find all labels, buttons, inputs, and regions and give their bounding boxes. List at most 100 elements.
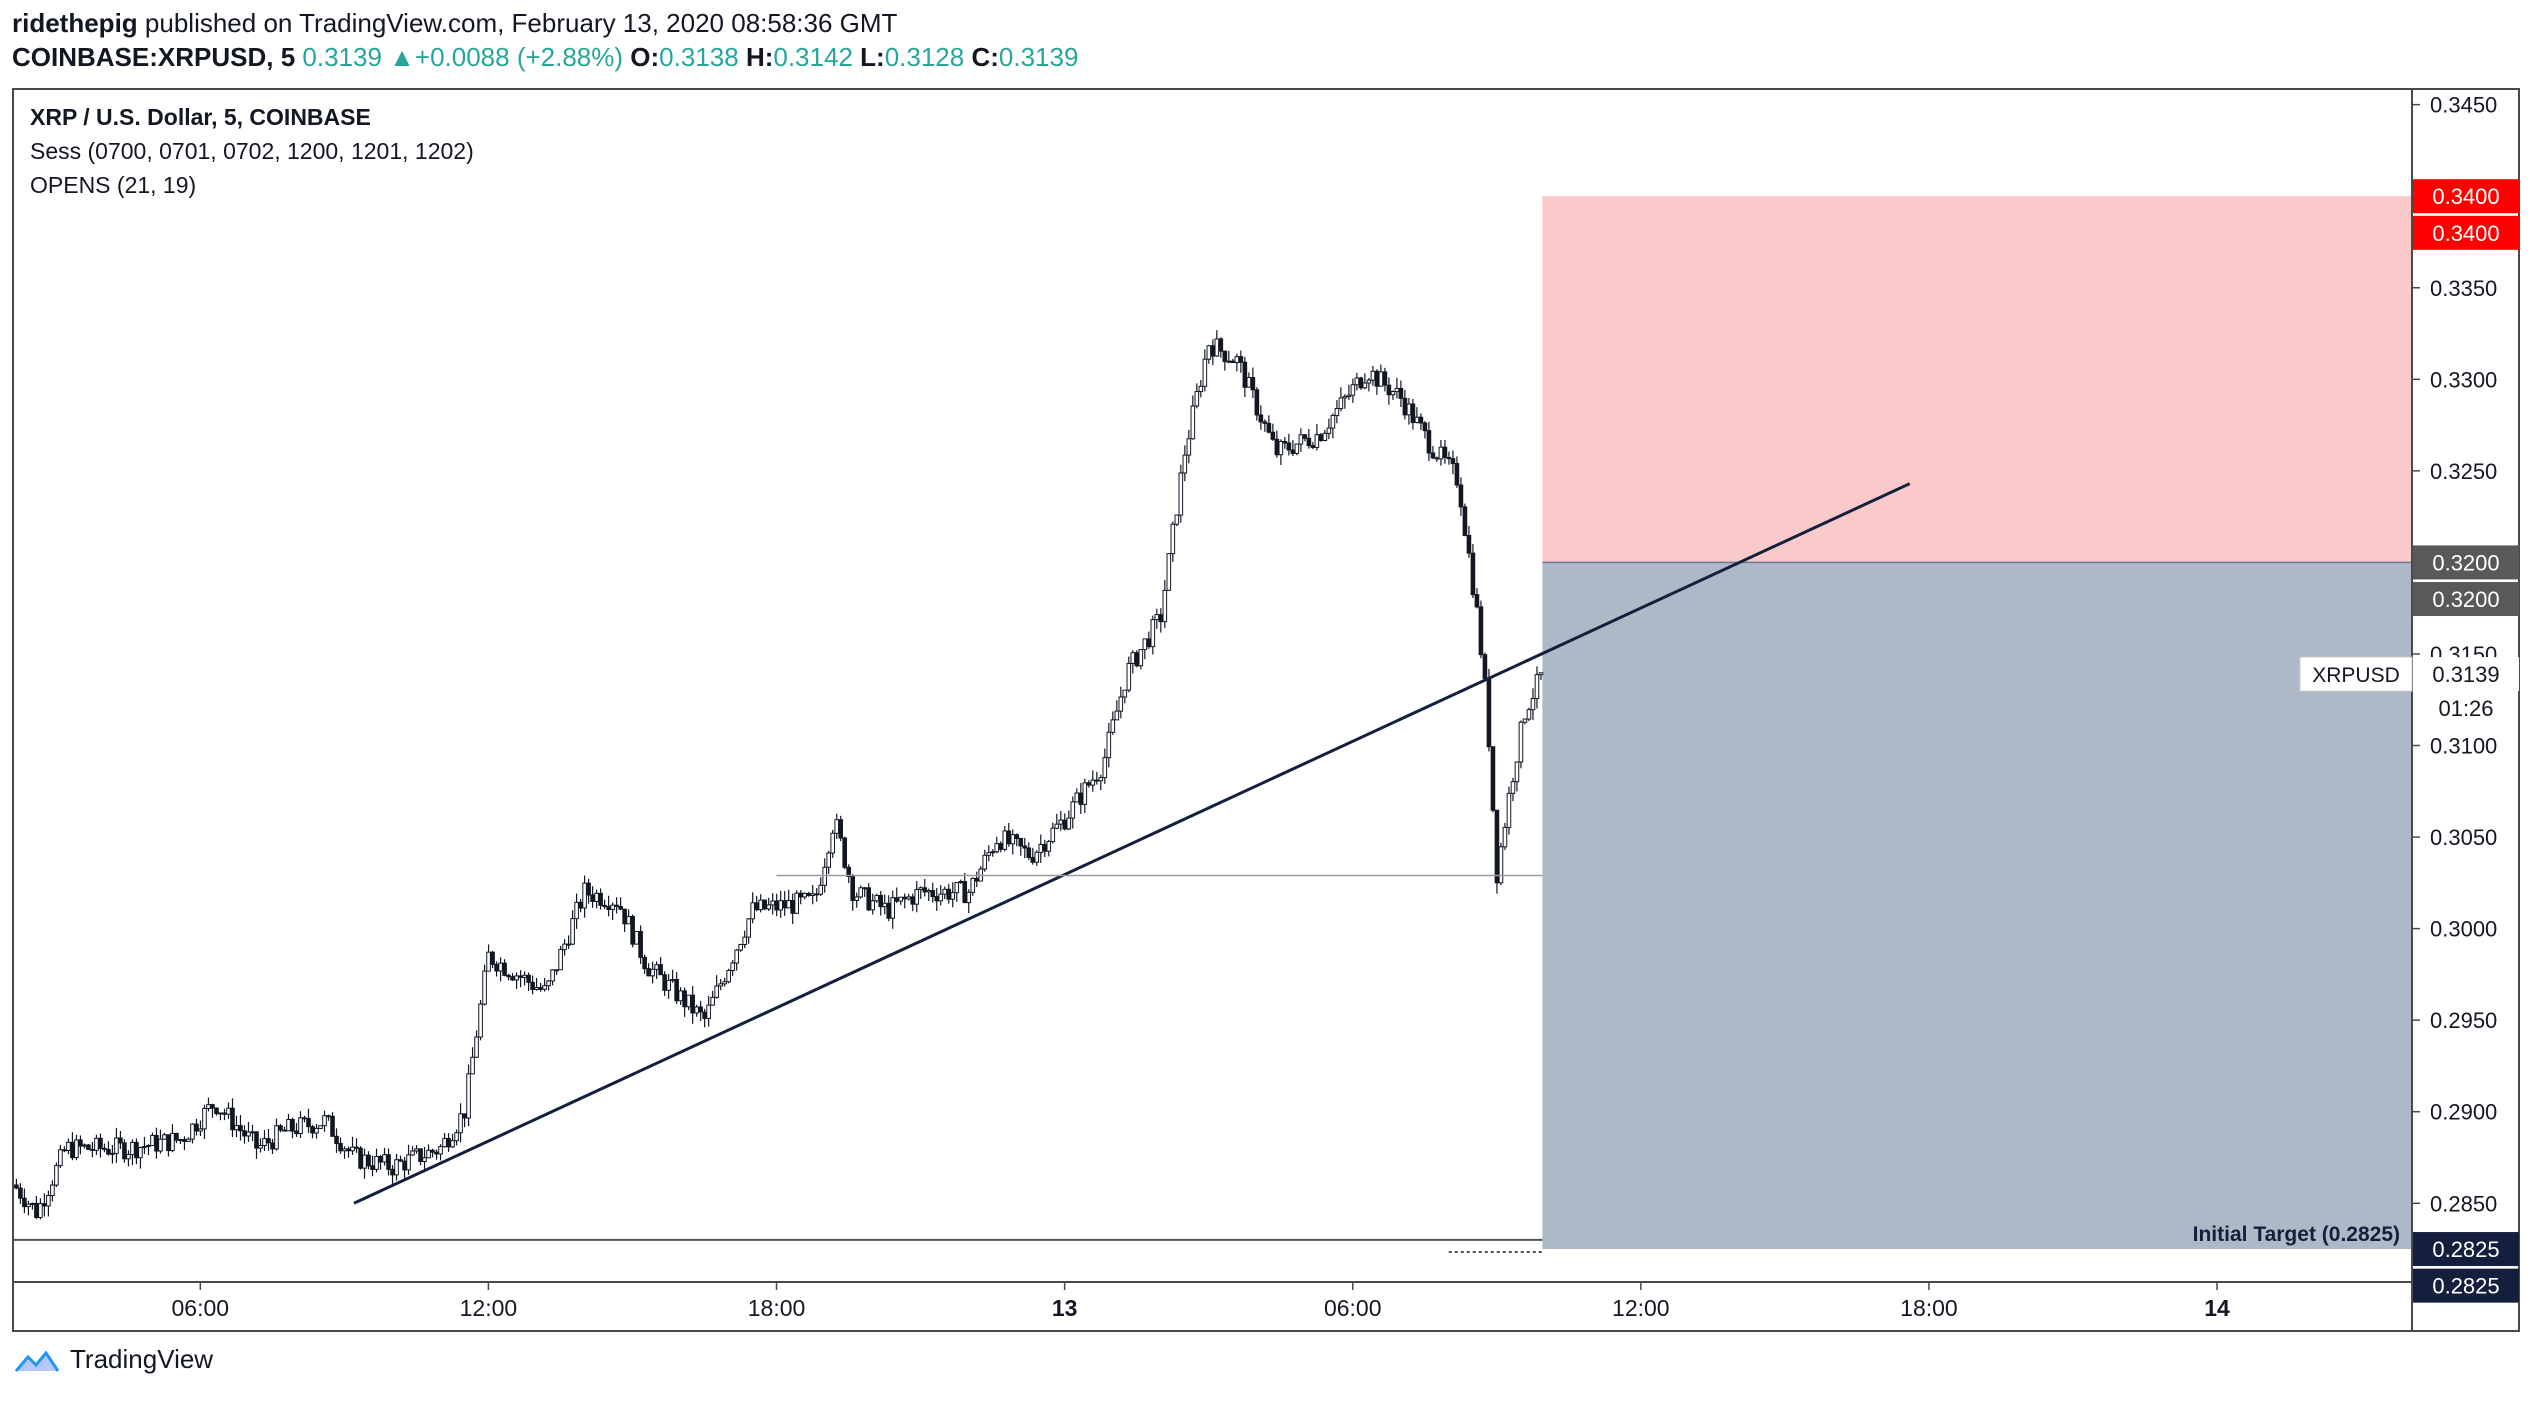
candle[interactable] <box>1066 810 1072 831</box>
candle[interactable] <box>254 1130 259 1159</box>
candle[interactable] <box>362 1148 367 1179</box>
candle[interactable] <box>606 895 611 917</box>
candle[interactable] <box>1518 720 1524 769</box>
candle[interactable] <box>1230 358 1236 364</box>
candle[interactable] <box>1234 353 1240 372</box>
symbol-name[interactable]: COINBASE:XRPUSD, 5 <box>12 42 296 72</box>
candle[interactable] <box>442 1133 447 1148</box>
candle[interactable] <box>62 1146 67 1153</box>
candle[interactable] <box>1490 746 1496 813</box>
candle[interactable] <box>646 963 651 977</box>
candle[interactable] <box>778 890 783 918</box>
candle[interactable] <box>694 1004 699 1017</box>
candle[interactable] <box>1086 780 1092 788</box>
candle[interactable] <box>798 890 803 905</box>
candle[interactable] <box>826 850 831 875</box>
candle[interactable] <box>1238 350 1244 373</box>
candle[interactable] <box>346 1146 351 1158</box>
candle[interactable] <box>238 1115 243 1141</box>
candle[interactable] <box>246 1121 251 1142</box>
candle[interactable] <box>1294 443 1300 456</box>
candle[interactable] <box>50 1180 55 1202</box>
candle[interactable] <box>838 815 844 842</box>
candle[interactable] <box>270 1138 275 1155</box>
candle[interactable] <box>898 896 904 905</box>
candle[interactable] <box>542 978 547 992</box>
candle[interactable] <box>154 1127 159 1159</box>
candle[interactable] <box>754 895 759 912</box>
candle[interactable] <box>42 1193 47 1217</box>
candle[interactable] <box>638 925 643 965</box>
candle[interactable] <box>1494 809 1500 894</box>
candle[interactable] <box>310 1124 315 1139</box>
candle[interactable] <box>1534 666 1540 709</box>
candle[interactable] <box>1434 456 1440 462</box>
candle[interactable] <box>1262 419 1268 432</box>
candle[interactable] <box>1070 796 1076 829</box>
candle[interactable] <box>390 1165 395 1184</box>
candle[interactable] <box>1514 761 1520 792</box>
candle[interactable] <box>282 1126 287 1132</box>
candle[interactable] <box>862 886 868 897</box>
candle[interactable] <box>1366 377 1372 392</box>
candle[interactable] <box>1354 372 1360 391</box>
candle[interactable] <box>358 1145 363 1170</box>
candle[interactable] <box>1062 813 1068 831</box>
candle[interactable] <box>1318 432 1324 442</box>
candle[interactable] <box>146 1144 151 1156</box>
candle[interactable] <box>590 886 595 908</box>
candle[interactable] <box>1342 394 1348 409</box>
candle[interactable] <box>1538 672 1544 680</box>
candle[interactable] <box>1030 847 1036 865</box>
candle[interactable] <box>142 1136 147 1154</box>
candle[interactable] <box>1258 405 1264 430</box>
candle[interactable] <box>342 1146 347 1159</box>
candle[interactable] <box>106 1141 111 1156</box>
candle[interactable] <box>1094 771 1100 785</box>
candle[interactable] <box>78 1135 83 1155</box>
candle[interactable] <box>266 1128 271 1151</box>
candle[interactable] <box>702 1008 707 1028</box>
candle[interactable] <box>538 982 543 992</box>
candle[interactable] <box>378 1155 383 1170</box>
candle[interactable] <box>178 1138 183 1145</box>
target-zone[interactable] <box>1542 562 2412 1250</box>
candle[interactable] <box>1038 834 1044 863</box>
candle[interactable] <box>82 1143 87 1149</box>
candle[interactable] <box>918 886 924 899</box>
candle[interactable] <box>1502 822 1508 851</box>
candle[interactable] <box>882 894 888 915</box>
candle[interactable] <box>1014 833 1020 847</box>
candle[interactable] <box>1222 350 1228 371</box>
candle[interactable] <box>766 897 771 912</box>
candle[interactable] <box>1270 423 1276 441</box>
candle[interactable] <box>34 1196 39 1220</box>
candle[interactable] <box>182 1136 187 1151</box>
candle[interactable] <box>1254 387 1260 421</box>
candle[interactable] <box>402 1156 407 1181</box>
candle[interactable] <box>654 961 659 980</box>
candle[interactable] <box>1462 503 1468 537</box>
candle[interactable] <box>1142 638 1148 660</box>
candle[interactable] <box>1134 650 1140 668</box>
candle[interactable] <box>934 887 940 911</box>
candle[interactable] <box>114 1127 119 1163</box>
candle[interactable] <box>222 1108 227 1121</box>
candle[interactable] <box>998 841 1004 853</box>
candle[interactable] <box>1178 464 1184 523</box>
candle[interactable] <box>1530 688 1536 721</box>
candle[interactable] <box>1022 838 1028 859</box>
candle[interactable] <box>902 893 908 909</box>
candle[interactable] <box>54 1162 59 1187</box>
candle[interactable] <box>1350 378 1356 403</box>
candle[interactable] <box>1458 477 1464 516</box>
candle[interactable] <box>22 1188 27 1214</box>
candle[interactable] <box>1330 413 1336 439</box>
candle[interactable] <box>962 872 968 904</box>
candle[interactable] <box>134 1138 139 1165</box>
candle[interactable] <box>26 1200 31 1216</box>
candle[interactable] <box>1438 440 1444 466</box>
candle[interactable] <box>782 891 787 916</box>
candle[interactable] <box>426 1144 431 1159</box>
candle[interactable] <box>1422 421 1428 439</box>
